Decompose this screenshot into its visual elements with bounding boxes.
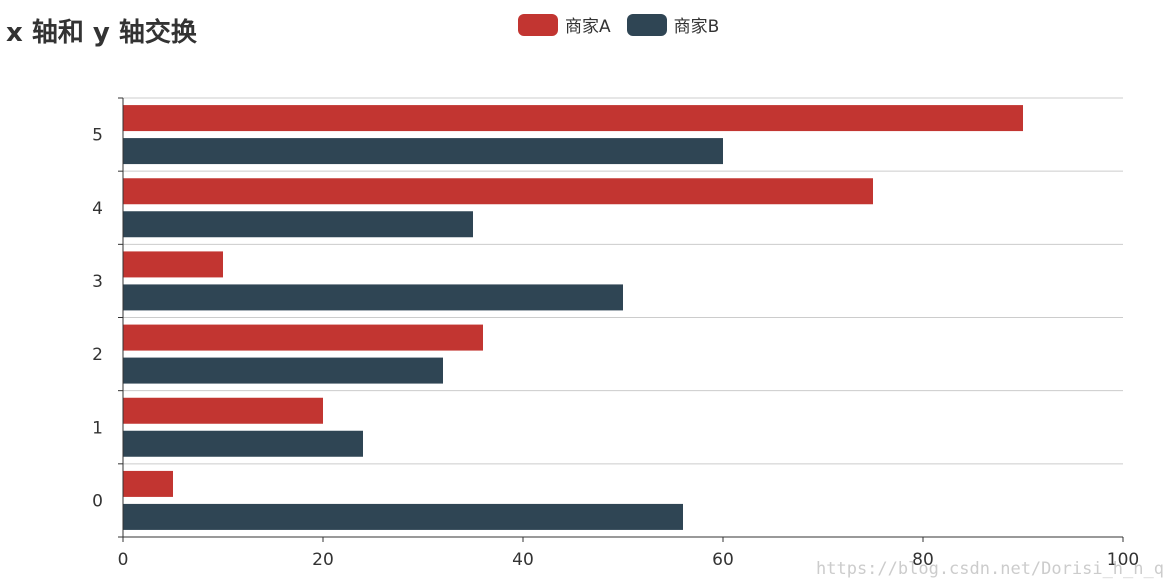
legend-swatch-series-a (518, 13, 558, 36)
bar-series-a-3 (123, 251, 223, 278)
legend-item-series-b[interactable]: 商家B (626, 12, 720, 37)
bar-series-b-0 (123, 503, 683, 530)
bar-series-a-4 (123, 178, 873, 205)
bar-series-b-4 (123, 211, 473, 238)
bar-series-a-5 (123, 105, 1023, 132)
watermark: https://blog.csdn.net/Dorisi_h_n_q (816, 559, 1164, 579)
x-tick-label: 40 (512, 550, 534, 570)
bar-series-a-0 (123, 470, 173, 497)
legend-swatch-series-b (626, 13, 667, 36)
y-tick-label: 4 (92, 199, 103, 219)
y-tick-label: 3 (92, 272, 103, 292)
legend-label-series-a: 商家A (565, 17, 611, 37)
x-tick-label: 20 (312, 550, 334, 570)
bar-series-a-2 (123, 324, 483, 351)
y-tick-label: 5 (92, 126, 103, 146)
x-tick-label: 80 (912, 550, 934, 570)
legend-label-series-b: 商家B (673, 17, 720, 37)
chart-title: x 轴和 y 轴交换 (6, 18, 197, 48)
y-tick-label: 1 (92, 418, 103, 438)
bar-series-b-3 (123, 284, 623, 311)
bar-series-b-5 (123, 138, 723, 165)
bar-series-a-1 (123, 397, 323, 424)
legend[interactable]: 商家A 商家B (518, 12, 735, 37)
x-tick-label: 0 (118, 550, 129, 570)
legend-item-series-a[interactable]: 商家A (518, 12, 611, 37)
x-tick-label: 100 (1107, 550, 1139, 570)
bar-series-b-1 (123, 430, 363, 457)
y-tick-label: 0 (92, 491, 103, 511)
bar-series-b-2 (123, 357, 443, 384)
x-tick-label: 60 (712, 550, 734, 570)
y-tick-label: 2 (92, 345, 103, 365)
